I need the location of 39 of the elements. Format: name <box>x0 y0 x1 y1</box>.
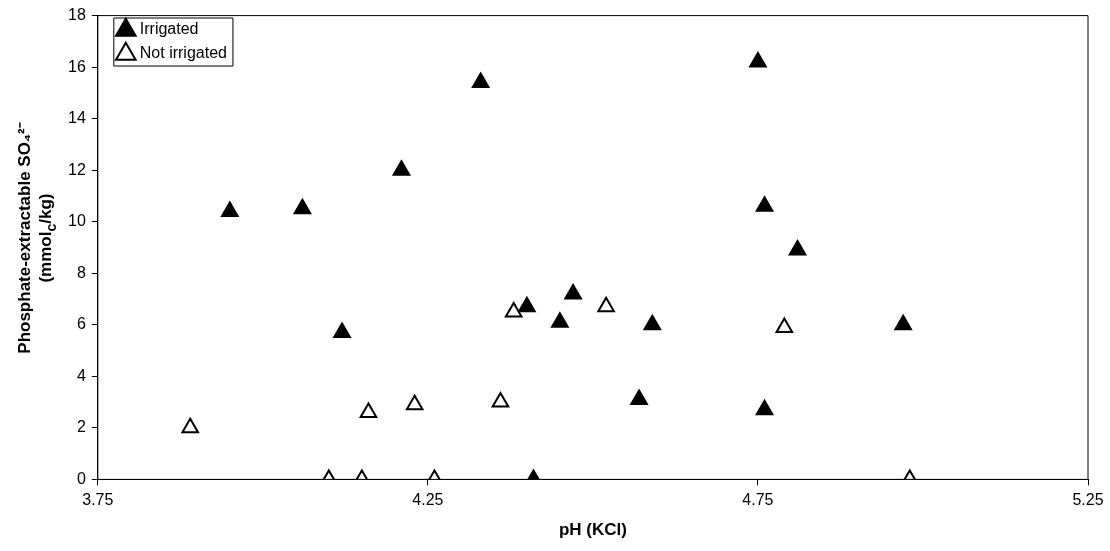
x-axis-title: pH (KCl) <box>558 520 627 540</box>
point <box>359 402 378 418</box>
point <box>630 389 648 406</box>
point <box>597 296 615 313</box>
y-tick-label: 2 <box>76 418 86 436</box>
point <box>894 314 912 331</box>
point <box>471 72 490 89</box>
point <box>181 417 200 434</box>
y-tick-label: 14 <box>68 109 86 127</box>
point <box>491 392 510 408</box>
point <box>405 394 424 411</box>
legend-label: Irrigated <box>139 20 199 38</box>
point <box>333 322 351 339</box>
y-tick-label: 18 <box>68 6 86 24</box>
legend-label: Not irrigated <box>139 44 227 62</box>
y-tick-label: 8 <box>76 263 86 281</box>
point <box>755 196 774 212</box>
y-tick-label: 0 <box>76 469 86 487</box>
x-tick-label: 4.25 <box>412 491 444 509</box>
point <box>518 296 536 313</box>
point <box>755 399 774 416</box>
y-tick-label: 12 <box>68 160 86 178</box>
point <box>788 240 807 256</box>
point <box>504 301 523 318</box>
x-tick-label: 4.75 <box>742 491 774 509</box>
point <box>775 317 794 333</box>
point <box>749 51 767 68</box>
point <box>564 283 582 300</box>
y-tick-label: 6 <box>76 315 86 333</box>
point <box>293 198 312 215</box>
y-tick-label: 4 <box>76 366 86 384</box>
y-tick-label: 10 <box>68 212 86 230</box>
point <box>643 314 662 331</box>
point <box>392 160 411 176</box>
x-tick-label: 5.25 <box>1072 491 1104 509</box>
y-tick-label: 16 <box>68 57 86 75</box>
x-tick-label: 3.75 <box>82 491 114 509</box>
point <box>221 201 239 217</box>
point <box>551 312 569 328</box>
